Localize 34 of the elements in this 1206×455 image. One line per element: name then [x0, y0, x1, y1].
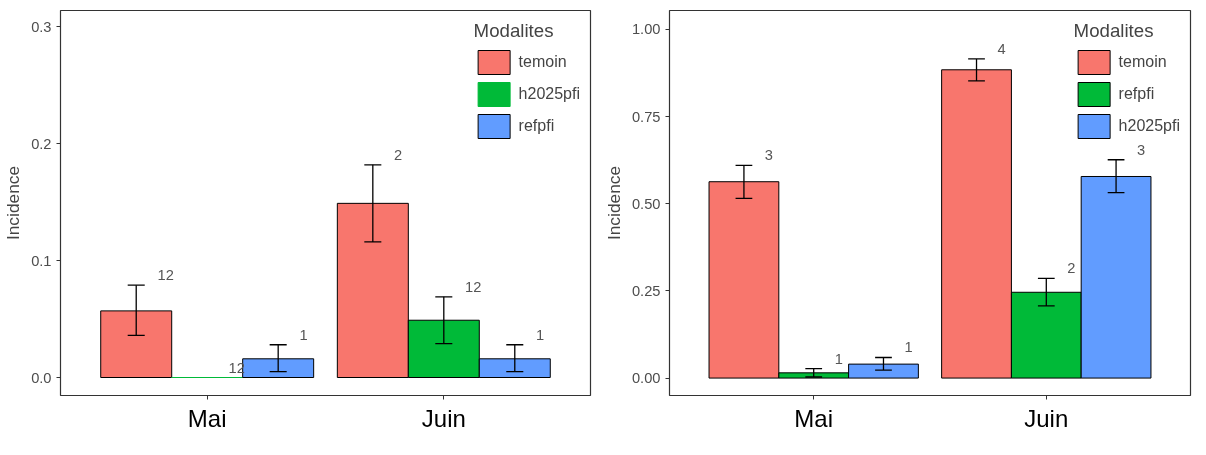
y-tick-label: 0.25: [631, 282, 661, 299]
y-tick-label: 0.3: [31, 18, 52, 35]
legend-label: h2025pfi: [1118, 117, 1180, 135]
annotation: 12: [157, 267, 174, 284]
annotation: 2: [394, 146, 403, 163]
x-tick-label: Juin: [1024, 404, 1069, 432]
legend-label: refpfi: [1118, 85, 1155, 103]
y-tick-label: 0.0: [31, 369, 52, 386]
annotation: 2: [1067, 260, 1076, 277]
annotation: 1: [834, 350, 843, 367]
y-tick-label: 0.00: [631, 370, 661, 387]
y-tick-label: 0.50: [631, 195, 661, 212]
annotation: 1: [299, 326, 308, 343]
legend-label: temoin: [518, 53, 567, 71]
y-tick-label: 0.75: [631, 108, 661, 125]
x-tick-label: Mai: [794, 404, 834, 432]
y-axis-title: Incidence: [603, 165, 624, 241]
y-tick-label: 1.00: [631, 21, 661, 38]
annotation: 1: [904, 339, 913, 356]
annotation: 3: [764, 147, 774, 164]
y-axis-title: Incidence: [3, 165, 24, 241]
legend-label: temoin: [1118, 53, 1167, 71]
annotation: 1: [536, 326, 545, 343]
legend-title: Modalites: [1073, 20, 1155, 42]
annotation: 3: [1137, 141, 1146, 158]
legend-label: refpfi: [518, 117, 555, 135]
legend-label: h2025pfi: [518, 85, 580, 103]
y-tick-label: 0.2: [31, 135, 52, 152]
y-tick-label: 0.1: [31, 252, 52, 269]
x-tick-label: Juin: [421, 404, 466, 432]
x-tick-label: Mai: [187, 404, 227, 432]
legend-title: Modalites: [473, 20, 555, 42]
annotation: 12: [465, 278, 482, 295]
annotation: 4: [997, 40, 1006, 57]
